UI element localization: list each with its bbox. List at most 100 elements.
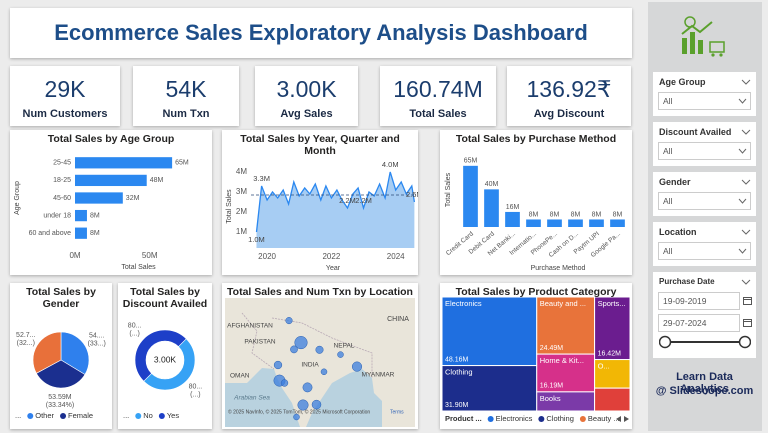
date-value: 29-07-2024 bbox=[663, 318, 707, 328]
chart: 1M 2M 3M 4M 2020 2022 2024 1.0M 3.3M 2.2M 2.2M 4.0M… bbox=[226, 160, 418, 272]
kpi-card: 54K Num Txn bbox=[133, 66, 239, 126]
data-label: 8M bbox=[550, 211, 560, 218]
bar bbox=[505, 211, 520, 227]
data-label: 8M bbox=[592, 211, 602, 218]
bar bbox=[75, 209, 87, 222]
kpi-card: 3.00K Avg Sales bbox=[255, 66, 358, 126]
filter-card: Gender All bbox=[653, 172, 756, 216]
legend-label: Beauty ... bbox=[588, 414, 620, 423]
dropdown[interactable]: All bbox=[658, 142, 751, 160]
collapse-icon[interactable] bbox=[741, 178, 751, 186]
area bbox=[256, 172, 415, 248]
dropdown[interactable]: All bbox=[658, 192, 751, 210]
chart-card: 54.... (33...) 53.59M (33.34%) 52.7... (32...… bbox=[10, 283, 112, 429]
data-label: 1.0M bbox=[248, 235, 265, 244]
dropdown[interactable]: All bbox=[658, 92, 751, 110]
kpi-card: 29K Num Customers bbox=[10, 66, 120, 126]
collapse-icon[interactable] bbox=[741, 78, 751, 86]
kpi-label: Avg Sales bbox=[280, 108, 333, 120]
bubble bbox=[351, 361, 363, 372]
chart-card: 0M 50M 25-45 65M 18-25 48M 45-60 32M under 18 8M 6… bbox=[10, 130, 212, 275]
map-label: OMAN bbox=[230, 373, 250, 380]
y-tick-label: 3M bbox=[236, 187, 247, 196]
data-label: 8M bbox=[90, 212, 100, 219]
data-label: 65M bbox=[175, 160, 189, 167]
data-label: 32M bbox=[126, 195, 140, 202]
collapse-icon[interactable] bbox=[741, 228, 751, 236]
legend-title: ... bbox=[15, 411, 21, 420]
map-terms[interactable]: Terms bbox=[390, 409, 404, 415]
legend-marker bbox=[135, 413, 142, 419]
chart-title: Total Sales by Age Group bbox=[47, 133, 175, 145]
tile-label: Clothing bbox=[445, 368, 473, 377]
x-tick-label: 2022 bbox=[322, 252, 340, 261]
tile-label: O... bbox=[598, 362, 610, 371]
y-tick-label: 1M bbox=[236, 227, 247, 236]
filter-label: Location bbox=[659, 227, 697, 237]
legend-prev[interactable] bbox=[616, 416, 621, 422]
date-input[interactable]: 29-07-2024 bbox=[658, 314, 752, 332]
date-input[interactable]: 19-09-2019 bbox=[658, 292, 752, 310]
slice bbox=[32, 331, 62, 374]
map-sea bbox=[225, 368, 300, 427]
bubble bbox=[320, 368, 328, 376]
tile-value: 16.19M bbox=[540, 383, 564, 390]
chart-card: Electronics 48.16M Clothing 31.90M Beauty an… bbox=[440, 283, 632, 429]
filter-card: Location All bbox=[653, 222, 756, 266]
legend-marker bbox=[579, 416, 586, 422]
legend-label: Female bbox=[68, 411, 93, 420]
dropdown[interactable]: All bbox=[658, 242, 751, 260]
data-label: 8M bbox=[90, 230, 100, 237]
chart-title: Total Sales by Discount Availed bbox=[122, 286, 208, 310]
legend-next[interactable] bbox=[624, 416, 629, 422]
filter-label: Age Group bbox=[659, 77, 706, 87]
chart-card: 1M 2M 3M 4M 2020 2022 2024 1.0M 3.3M 2.2M 2.2M 4.0M… bbox=[222, 130, 418, 275]
map-label: Arabian Sea bbox=[233, 395, 270, 402]
data-label: 40M bbox=[485, 181, 499, 188]
axis-title: Year bbox=[326, 265, 341, 272]
kpi-card: 160.74M Total Sales bbox=[380, 66, 496, 126]
x-tick-label: 2024 bbox=[387, 252, 405, 261]
data-label: (33...) bbox=[88, 341, 106, 348]
bubble bbox=[280, 379, 289, 387]
map-attribution: © 2025 NavInfo, © 2025 TomTom, © 2025 Mi… bbox=[228, 408, 370, 415]
bar bbox=[75, 227, 87, 239]
date-slider[interactable] bbox=[659, 334, 751, 350]
tile-label: Sports... bbox=[598, 299, 626, 308]
data-label: 2.2M bbox=[339, 196, 356, 205]
legend-label: Clothing bbox=[546, 414, 574, 423]
filter-pane: Age Group All Discount Availed All Gende… bbox=[648, 2, 762, 431]
tile-value: 31.90M bbox=[445, 402, 469, 409]
data-label: 80... bbox=[128, 322, 142, 329]
collapse-icon[interactable] bbox=[741, 128, 751, 136]
bar bbox=[547, 219, 562, 227]
data-label: 65M bbox=[464, 158, 478, 165]
tile-value: 24.49M bbox=[540, 345, 564, 352]
chart: 0M 50M 25-45 65M 18-25 48M 45-60 32M under 18 8M 6… bbox=[14, 157, 189, 271]
bubble bbox=[297, 399, 309, 411]
tile bbox=[536, 353, 596, 393]
y-tick-label: 2M bbox=[236, 207, 247, 216]
data-label: 16M bbox=[506, 204, 520, 211]
tile bbox=[594, 296, 631, 361]
data-label: 3.3M bbox=[253, 174, 270, 183]
bubble bbox=[337, 351, 344, 358]
legend-label: Electronics bbox=[496, 414, 533, 423]
kpi-value: 29K bbox=[44, 76, 86, 102]
y-tick-label: 45-60 bbox=[53, 195, 71, 202]
y-tick-label: 4M bbox=[236, 167, 247, 176]
x-tick-label: 50M bbox=[142, 251, 158, 260]
tile-label: Electronics bbox=[445, 299, 482, 308]
collapse-icon[interactable] bbox=[741, 278, 751, 286]
filter-label: Gender bbox=[659, 177, 691, 187]
data-label: (...) bbox=[190, 391, 201, 398]
slice bbox=[134, 329, 187, 382]
legend-marker bbox=[538, 416, 545, 422]
data-label: 8M bbox=[571, 211, 581, 218]
axis-title: Total Sales bbox=[445, 172, 452, 207]
bubble bbox=[273, 360, 283, 370]
line bbox=[255, 171, 416, 233]
chart: 80...(...)80...(...)3.00K... No Yes bbox=[123, 322, 202, 420]
tile bbox=[441, 365, 538, 412]
legend-title: Product ... bbox=[445, 414, 482, 423]
